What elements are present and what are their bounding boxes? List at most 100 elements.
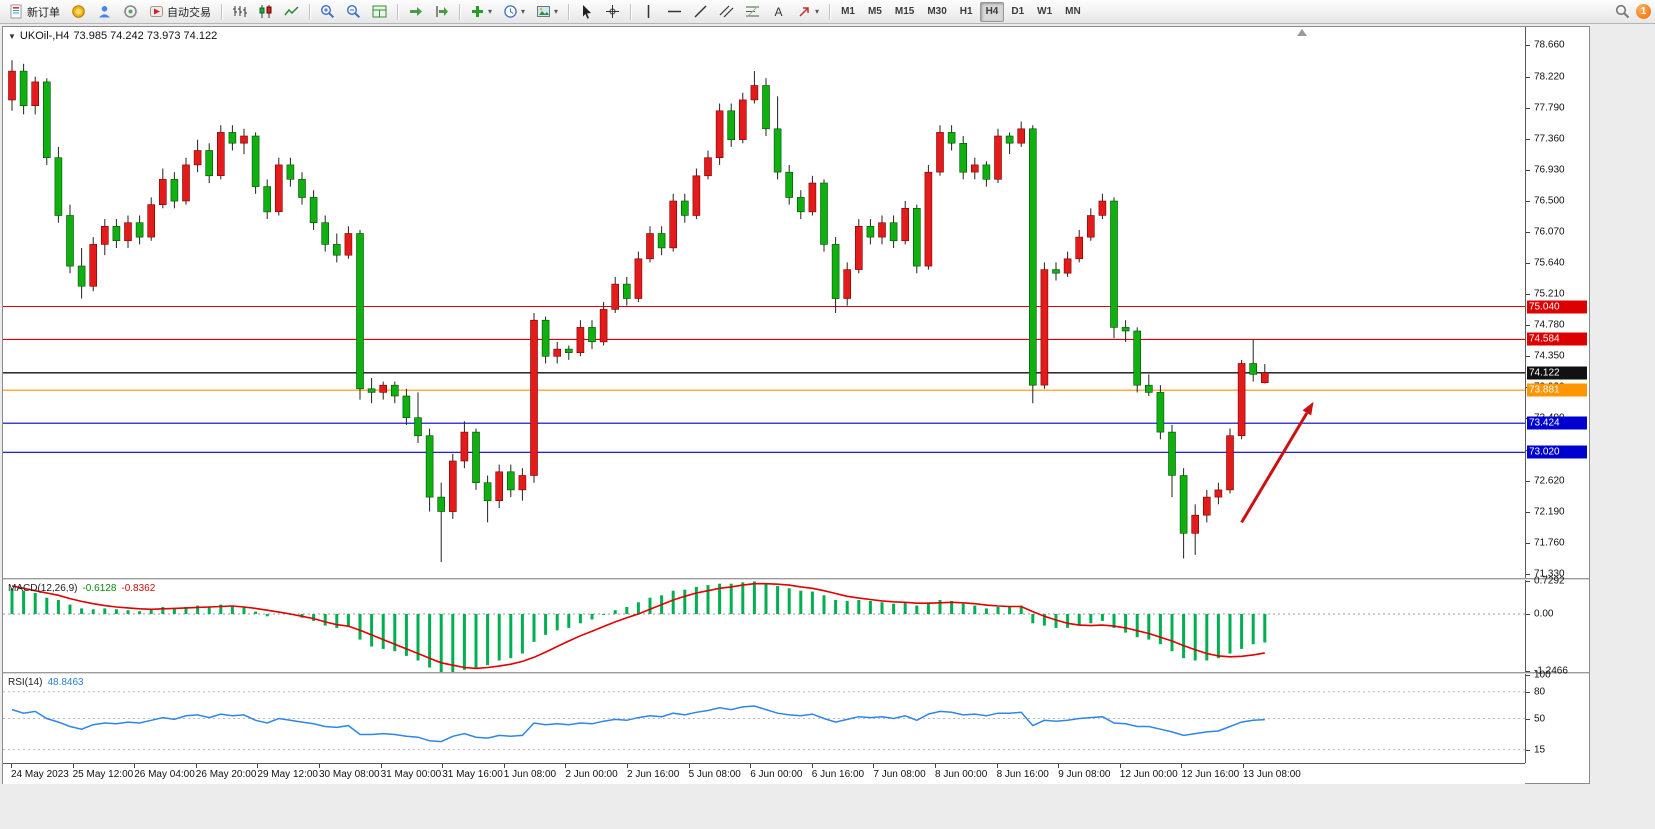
cursor-tool-button[interactable]	[574, 1, 599, 22]
time-axis-tick	[1243, 764, 1244, 768]
auto-trading-button[interactable]: 自动交易	[144, 1, 216, 22]
auto-scroll-button[interactable]	[403, 1, 428, 22]
candle	[1133, 330, 1141, 386]
candlestick-mode-button[interactable]	[253, 1, 278, 22]
timeframe-w1-button[interactable]: W1	[1037, 6, 1053, 17]
trendline-icon	[693, 4, 708, 19]
rsi-axis-tick	[1526, 691, 1530, 693]
candle	[773, 128, 782, 173]
candle	[1052, 269, 1060, 274]
candle	[611, 283, 620, 310]
horizontal-line-tool-button[interactable]	[662, 1, 687, 22]
channel-tool-button[interactable]	[714, 1, 739, 22]
time-axis-label: 26 May 04:00	[134, 769, 195, 780]
timeframe-m5-button[interactable]: M5	[867, 6, 882, 17]
bar-chart-mode-button[interactable]	[227, 1, 252, 22]
candle	[460, 431, 469, 462]
community-button[interactable]	[92, 1, 117, 22]
price-axis[interactable]: 78.660 78.220 77.790 77.360 76.930 76.500 76.0…	[1525, 27, 1588, 580]
timeframe-mn-button[interactable]: MN	[1065, 6, 1081, 17]
templates-button[interactable]: ▾	[531, 1, 563, 22]
time-axis[interactable]: 24 May 2023 25 May 12:00 26 May 04:00 26 Ma…	[3, 763, 1525, 784]
zoom-out-button[interactable]	[341, 1, 366, 22]
chart-shift-marker-icon[interactable]	[1297, 29, 1307, 36]
trend-arrow[interactable]	[1240, 412, 1309, 524]
time-axis-tick	[442, 764, 444, 768]
candle	[1098, 200, 1107, 216]
candle	[843, 269, 852, 299]
candle	[912, 208, 921, 267]
rsi-panel-canvas[interactable]	[3, 674, 1525, 763]
timeframe-h1-button[interactable]: H1	[959, 6, 973, 17]
text-tool-button[interactable]: A	[766, 1, 791, 22]
crosshair-tool-button[interactable]	[600, 1, 625, 22]
candle	[251, 135, 260, 187]
vertical-line-tool-button[interactable]	[636, 1, 661, 22]
tile-windows-button[interactable]	[367, 1, 392, 22]
rsi-axis-label: 100	[1534, 669, 1551, 681]
toolbar-separator	[221, 3, 222, 20]
chart-ohlc-values: 73.985 74.242 73.973 74.122	[73, 30, 218, 42]
toolbar-separator	[630, 3, 632, 20]
price-axis-tick	[1526, 325, 1530, 327]
candle	[1168, 431, 1176, 476]
candle	[1005, 135, 1014, 144]
arrow-shape-icon	[797, 4, 812, 19]
time-axis-tick	[319, 764, 320, 768]
time-axis-tick	[134, 764, 136, 768]
notification-badge[interactable]: 1	[1636, 4, 1651, 19]
timeframe-d1-button[interactable]: D1	[1011, 6, 1025, 17]
template-image-icon	[536, 4, 551, 19]
chart-shift-button[interactable]	[429, 1, 454, 22]
candle	[112, 226, 121, 242]
gold-coin-icon	[71, 4, 86, 19]
price-axis-label: 74.350	[1534, 350, 1565, 362]
chevron-down-icon: ▾	[815, 7, 820, 16]
zoom-in-icon	[320, 4, 335, 19]
news-button[interactable]	[118, 1, 143, 22]
timeframe-m1-button[interactable]: M1	[841, 6, 855, 17]
candle	[1145, 384, 1153, 393]
candle	[692, 175, 701, 216]
line-chart-mode-button[interactable]	[279, 1, 304, 22]
panel-splitter[interactable]	[3, 578, 1589, 580]
timeframe-m15-button[interactable]: M15	[894, 6, 915, 17]
trendline-tool-button[interactable]	[688, 1, 713, 22]
level-price-box: 75.040	[1527, 300, 1587, 313]
rsi-axis[interactable]: 100 80 50 15	[1525, 670, 1588, 763]
candle	[576, 327, 585, 353]
price-axis-label: 71.330	[1534, 568, 1565, 580]
price-axis-label: 74.780	[1534, 319, 1565, 331]
main-chart-canvas[interactable]	[3, 27, 1525, 578]
timeframe-m30-button[interactable]: M30	[927, 6, 947, 17]
zoom-in-button[interactable]	[315, 1, 340, 22]
indicators-plus-icon	[470, 4, 485, 19]
candle	[1121, 327, 1130, 332]
new-order-label: 新订单	[27, 6, 60, 19]
indicators-button[interactable]: ▾	[465, 1, 497, 22]
candle	[390, 384, 399, 397]
candle	[924, 171, 933, 267]
candle	[646, 233, 654, 260]
candle	[1017, 128, 1026, 144]
candle	[878, 222, 886, 238]
time-axis-tick	[750, 764, 752, 768]
macd-axis[interactable]: 0.7292 0.00 -1.2466	[1525, 576, 1588, 677]
search-icon[interactable]	[1615, 4, 1630, 19]
collapse-icon[interactable]: ▼	[8, 31, 16, 41]
candle	[715, 110, 724, 159]
new-order-button[interactable]: 新订单	[4, 1, 65, 22]
candle	[101, 226, 109, 245]
periods-button[interactable]: ▾	[498, 1, 530, 22]
arrows-tool-button[interactable]: ▾	[792, 1, 824, 22]
fibonacci-tool-button[interactable]	[740, 1, 765, 22]
mql-market-button[interactable]	[66, 1, 91, 22]
panel-splitter[interactable]	[3, 672, 1589, 674]
price-axis-label: 78.220	[1534, 71, 1565, 83]
candle	[170, 179, 179, 202]
timeframe-h4-button[interactable]: H4	[979, 1, 1005, 22]
price-axis-tick	[1526, 294, 1530, 296]
rsi-value: 48.8463	[47, 677, 84, 688]
macd-panel-canvas[interactable]	[3, 580, 1525, 672]
candle	[959, 143, 968, 173]
